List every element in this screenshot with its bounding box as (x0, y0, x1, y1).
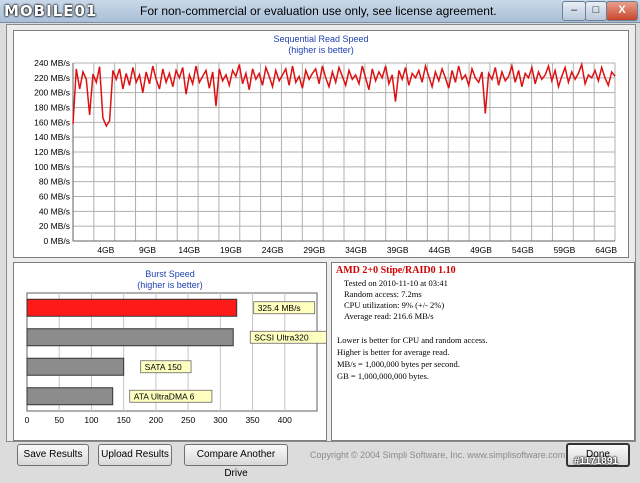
burst-tick-label: 50 (54, 415, 64, 425)
y-tick-label: 80 MB/s (39, 177, 70, 187)
burst-speed-panel: Burst Speed (higher is better) 0 50 100 150… (13, 262, 327, 441)
burst-bar (26, 298, 238, 317)
burst-tick-label: 0 (25, 415, 30, 425)
burst-tick-label: 400 (278, 415, 292, 425)
burst-tick-label: 200 (149, 415, 163, 425)
done-button[interactable]: Done (566, 443, 630, 467)
read-speed-line (72, 61, 616, 128)
burst-bar (26, 357, 125, 376)
x-tick-label: 9GB (139, 245, 156, 255)
random-access: Random access: 7.2ms (344, 289, 422, 299)
compare-drive-button[interactable]: Compare Another Drive (184, 444, 288, 479)
burst-bar-label-box (253, 301, 316, 315)
save-results-button[interactable]: Save Results (17, 444, 89, 466)
x-tick-label: 64GB (595, 245, 617, 255)
burst-bar-label: SATA 150 (145, 362, 182, 372)
y-tick-label: 20 MB/s (39, 221, 70, 231)
x-tick-label: 44GB (429, 245, 451, 255)
x-tick-label: 59GB (554, 245, 576, 255)
note-higher-better: Higher is better for average read. (337, 347, 450, 357)
note-gb-definition: GB = 1,000,000,000 bytes. (337, 371, 429, 381)
burst-tick-label: 300 (213, 415, 227, 425)
burst-tick-label: 100 (84, 415, 98, 425)
y-tick-label: 220 MB/s (34, 73, 70, 83)
burst-tick-label: 250 (181, 415, 195, 425)
burst-bar-label: SCSI Ultra320 (254, 332, 309, 342)
y-tick-label: 40 MB/s (39, 206, 70, 216)
burst-chart: 0 50 100 150 200 250 300 350 400 325.4 MB/s SCSI U… (25, 292, 326, 425)
x-tick-label: 4GB (97, 245, 114, 255)
y-tick-label: 0 MB/s (44, 236, 70, 246)
maximize-button[interactable]: □ (585, 1, 607, 21)
y-tick-label: 180 MB/s (34, 103, 70, 113)
burst-bar-label-box (249, 330, 326, 344)
note-mbs-definition: MB/s = 1,000,000 bytes per second. (337, 359, 460, 369)
y-tick-label: 200 MB/s (34, 88, 70, 98)
x-tick-label: 24GB (262, 245, 284, 255)
y-tick-label: 140 MB/s (34, 132, 70, 142)
drive-name: AMD 2+0 Stipe/RAID0 1.10 (336, 265, 456, 276)
window-title: For non-commercial or evaluation use onl… (140, 4, 497, 18)
x-tick-label: 14GB (178, 245, 200, 255)
x-tick-label: 54GB (512, 245, 534, 255)
x-tick-label: 29GB (303, 245, 325, 255)
burst-tick-label: 350 (245, 415, 259, 425)
y-tick-label: 160 MB/s (34, 117, 70, 127)
y-tick-label: 240 MB/s (34, 58, 70, 68)
burst-chart-subtitle: (higher is better) (137, 280, 203, 290)
y-tick-label: 60 MB/s (39, 192, 70, 202)
cpu-utilization: CPU utilization: 9% (+/- 2%) (344, 300, 445, 310)
sequential-read-panel: Sequential Read Speed (higher is better)… (13, 30, 629, 258)
read-chart-title: Sequential Read Speed (273, 34, 369, 44)
burst-bar-label-box (140, 360, 192, 374)
copyright-notice: Copyright © 2004 Simpli Software, Inc. w… (310, 450, 566, 460)
burst-chart-title: Burst Speed (145, 269, 195, 279)
upload-results-button[interactable]: Upload Results (98, 444, 172, 466)
note-lower-better: Lower is better for CPU and random acces… (337, 335, 488, 345)
minimize-button[interactable]: – (562, 1, 586, 21)
tested-on: Tested on 2010-11-10 at 03:41 (344, 278, 448, 288)
burst-bar (26, 328, 234, 347)
y-tick-label: 100 MB/s (34, 162, 70, 172)
x-tick-label: 39GB (387, 245, 409, 255)
x-tick-label: 19GB (220, 245, 242, 255)
mobile01-logo: MOBILE01 (4, 2, 98, 20)
read-chart: 0 MB/s 20 MB/s 40 MB/s 60 MB/s 80 MB/s 100 MB… (34, 58, 617, 255)
burst-bar-label-box (129, 389, 213, 403)
burst-tick-label: 150 (117, 415, 131, 425)
title-bar: MOBILE01 For non-commercial or evaluatio… (0, 0, 640, 23)
average-read: Average read: 216.6 MB/s (344, 311, 434, 321)
results-info-panel: AMD 2+0 Stipe/RAID0 1.10 Tested on 2010-… (331, 262, 635, 441)
burst-bar-label: ATA UltraDMA 6 (134, 391, 195, 401)
read-chart-subtitle: (higher is better) (288, 45, 354, 55)
burst-bar (26, 387, 114, 406)
x-tick-label: 49GB (470, 245, 492, 255)
close-button[interactable]: X (606, 1, 638, 21)
y-tick-label: 120 MB/s (34, 147, 70, 157)
x-tick-label: 34GB (345, 245, 367, 255)
burst-bar-label: 325.4 MB/s (258, 303, 301, 313)
watermark: #1171891 (574, 456, 618, 467)
